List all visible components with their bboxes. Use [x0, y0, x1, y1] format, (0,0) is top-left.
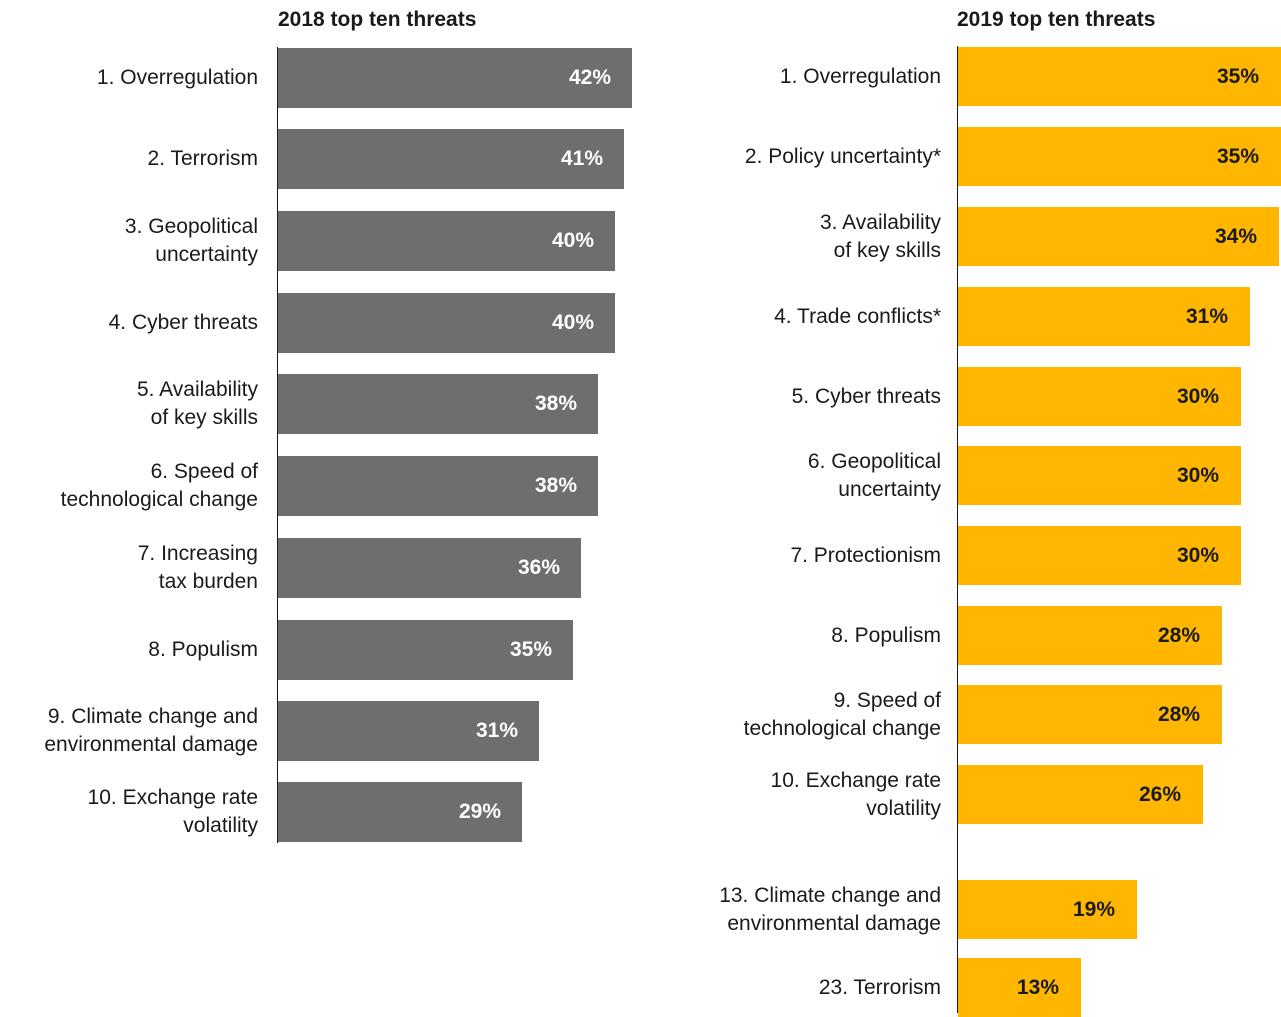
bar-2019	[958, 47, 1281, 106]
bar-2018	[278, 129, 624, 189]
category-label-2019: 9. Speed of technological change	[743, 688, 941, 740]
category-label-2019: 5. Cyber threats	[791, 384, 941, 408]
category-label-2019: 1. Overregulation	[779, 64, 941, 88]
category-label-2019: 3. Availability of key skills	[819, 210, 941, 262]
bar-2019	[958, 958, 1081, 1017]
category-label-2019: 2. Policy uncertainty*	[744, 144, 941, 168]
value-label-2019: 30%	[1176, 543, 1219, 567]
bar-2019	[958, 526, 1241, 585]
value-label-2019: 28%	[1157, 623, 1200, 647]
category-label-2019: 8. Populism	[831, 623, 941, 647]
bar-2019	[958, 765, 1203, 824]
bar-2018	[278, 456, 598, 516]
bar-2018	[278, 374, 598, 434]
value-label-2018: 40%	[551, 311, 594, 334]
bar-2019	[958, 880, 1137, 939]
bar-2018	[278, 701, 539, 761]
bar-2019	[958, 207, 1279, 266]
chart-title-2019: 2019 top ten threats	[957, 8, 1156, 31]
value-label-2018: 41%	[560, 147, 603, 170]
category-label-2018: 5. Availability of key skills	[136, 378, 258, 429]
category-label-2018: 6. Speed of technological change	[60, 460, 258, 511]
category-label-2018: 2. Terrorism	[147, 147, 258, 170]
category-label-2019: 13. Climate change and environmental dam…	[719, 883, 941, 935]
value-label-2019: 34%	[1214, 224, 1257, 248]
bar-2018	[278, 293, 615, 353]
value-label-2018: 42%	[568, 66, 611, 89]
category-label-2019: 23. Terrorism	[818, 975, 941, 999]
chart-title-2018: 2018 top ten threats	[278, 8, 477, 31]
value-label-2018: 38%	[534, 392, 577, 415]
category-label-2018: 10. Exchange rate volatility	[87, 786, 258, 837]
bar-2019	[958, 446, 1241, 505]
value-label-2019: 30%	[1176, 384, 1219, 408]
chart-2018-top-ten-threats: 2018 top ten threats 1. Overregulation 42…	[44, 8, 632, 843]
value-label-2018: 38%	[534, 474, 577, 497]
value-label-2019: 35%	[1216, 144, 1259, 168]
value-label-2018: 40%	[551, 229, 594, 252]
value-label-2018: 36%	[517, 556, 560, 579]
bar-2018	[278, 538, 581, 598]
bar-2018	[278, 211, 615, 271]
value-label-2018: 31%	[475, 719, 518, 742]
axis-line-2019	[957, 46, 958, 1013]
bar-2018	[278, 782, 522, 842]
bar-2019	[958, 367, 1241, 426]
category-label-2019: 10. Exchange rate volatility	[770, 768, 941, 820]
value-label-2019: 13%	[1016, 975, 1059, 999]
bar-2019	[958, 287, 1250, 346]
value-label-2018: 35%	[509, 638, 552, 661]
value-label-2019: 35%	[1216, 64, 1259, 88]
category-label-2019: 4. Trade conflicts*	[774, 304, 941, 328]
bar-2018	[278, 620, 573, 680]
chart-2019-top-ten-threats: 2019 top ten threats 1. Overregulation 35…	[660, 0, 1281, 1017]
bar-2019	[958, 685, 1222, 744]
category-label-2018: 9. Climate change and environmental dama…	[44, 705, 258, 756]
category-label-2019: 7. Protectionism	[790, 543, 941, 567]
value-label-2019: 26%	[1138, 782, 1181, 806]
category-label-2018: 3. Geopolitical uncertainty	[124, 215, 258, 266]
category-label-2018: 8. Populism	[148, 638, 258, 661]
value-label-2019: 28%	[1157, 702, 1200, 726]
value-label-2019: 31%	[1185, 304, 1228, 328]
value-label-2018: 29%	[458, 800, 501, 823]
value-label-2019: 19%	[1072, 897, 1115, 921]
category-label-2018: 7. Increasing tax burden	[137, 542, 258, 593]
axis-line-2018	[277, 47, 278, 843]
category-label-2018: 1. Overregulation	[96, 66, 258, 89]
bar-2019	[958, 127, 1281, 186]
value-label-2019: 30%	[1176, 463, 1219, 487]
category-label-2018: 4. Cyber threats	[108, 311, 258, 334]
category-label-2019: 6. Geopolitical uncertainty	[807, 449, 941, 501]
bar-2018	[278, 48, 632, 108]
bar-2019	[958, 606, 1222, 665]
